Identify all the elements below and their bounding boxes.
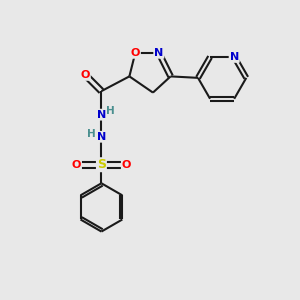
Text: O: O (122, 160, 131, 170)
Text: O: O (72, 160, 81, 170)
Text: O: O (130, 48, 140, 58)
Text: S: S (97, 158, 106, 171)
Text: H: H (106, 106, 115, 116)
Text: N: N (230, 52, 239, 62)
Text: N: N (154, 48, 164, 58)
Text: H: H (87, 129, 95, 139)
Text: N: N (97, 132, 106, 142)
Text: O: O (80, 70, 90, 80)
Text: N: N (97, 110, 106, 120)
